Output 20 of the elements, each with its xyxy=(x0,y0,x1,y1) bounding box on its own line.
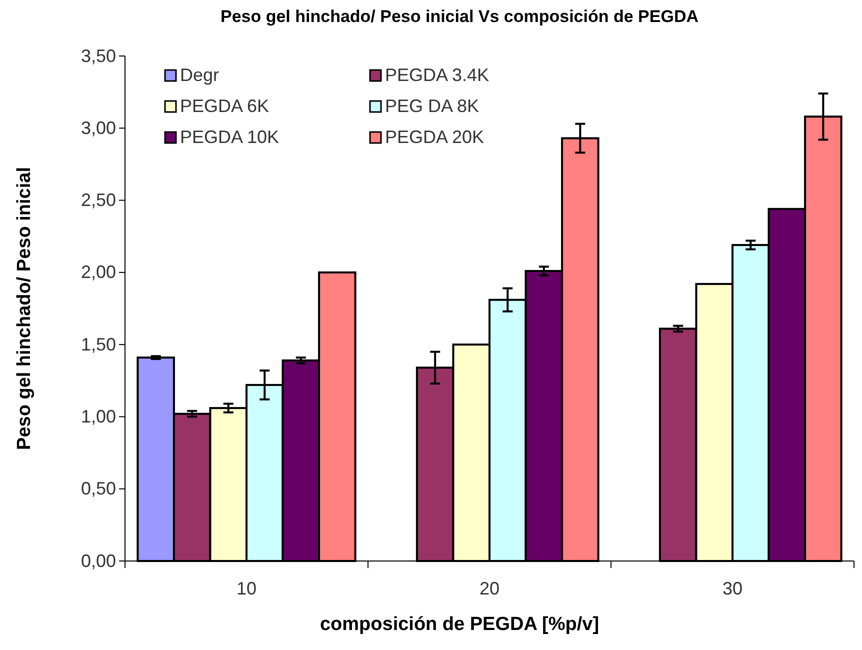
y-tick-label: 2,50 xyxy=(80,190,116,210)
legend-label: PEGDA 3.4K xyxy=(385,65,490,85)
y-axis-title: Peso gel hinchado/ Peso inicial xyxy=(14,167,35,450)
legend-label: PEGDA 6K xyxy=(180,96,270,116)
legend-label: Degr xyxy=(180,65,220,85)
y-tick-label: 1,50 xyxy=(80,334,116,354)
y-tick-label: 2,00 xyxy=(80,262,116,282)
y-tick-label: 0,00 xyxy=(80,550,116,571)
x-tick-label: 10 xyxy=(236,578,257,599)
y-tick-label: 0,50 xyxy=(80,478,116,499)
x-tick-label: 30 xyxy=(722,578,743,599)
chart-title: Peso gel hinchado/ Peso inicial Vs composición de PEGDA xyxy=(220,7,699,26)
legend-label: PEGDA 20K xyxy=(385,127,484,147)
y-tick-label: 3,00 xyxy=(80,118,116,138)
y-tick-label: 1,00 xyxy=(80,406,116,426)
legend-label: PEG DA 8K xyxy=(385,96,480,116)
x-tick-label: 20 xyxy=(479,578,500,599)
x-axis-title: composición de PEGDA [%p/v] xyxy=(320,614,600,635)
y-tick-label: 3,50 xyxy=(80,46,116,66)
legend-label: PEGDA 10K xyxy=(180,127,280,147)
